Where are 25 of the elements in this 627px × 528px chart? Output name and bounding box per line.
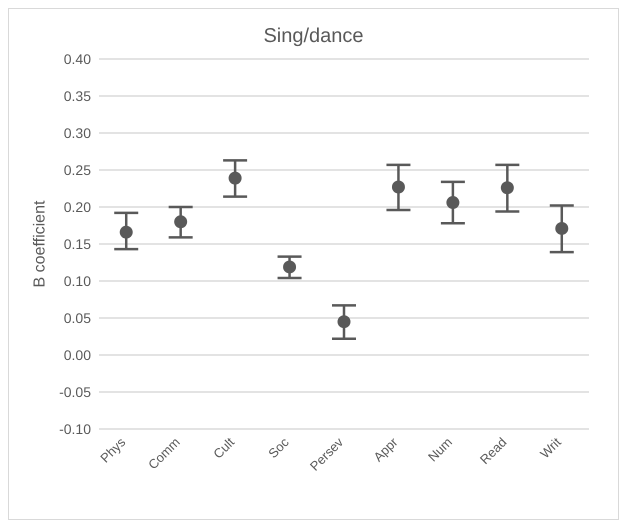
point: [392, 180, 405, 194]
y-tick-label: 0.05: [64, 310, 92, 326]
y-tick-label: 0.00: [64, 346, 92, 363]
point: [228, 172, 242, 185]
y-tick-label: 0.40: [64, 50, 92, 67]
point: [555, 222, 568, 235]
y-tick-label: -0.10: [59, 420, 92, 437]
y-tick-label: 0.10: [64, 272, 92, 289]
x-tick-label: Soc: [265, 434, 292, 461]
y-tick-label: 0.15: [64, 236, 92, 252]
y-tick-label: -0.05: [59, 384, 92, 400]
y-tick-label: 0.30: [64, 124, 92, 141]
chart-title: Sing/dance: [262, 25, 365, 48]
point: [446, 196, 460, 210]
point: [338, 315, 350, 328]
y-axis-title: B coefficient: [32, 200, 49, 288]
point: [500, 181, 514, 194]
y-tick-label: 0.25: [64, 162, 92, 178]
point: [283, 260, 296, 274]
point: [174, 215, 188, 228]
y-tick-label: 0.35: [64, 88, 92, 104]
x-tick-label: Writ: [537, 434, 564, 462]
point: [120, 226, 133, 239]
y-tick-label: 0.20: [64, 198, 92, 215]
x-tick-label: Cult: [210, 434, 238, 462]
